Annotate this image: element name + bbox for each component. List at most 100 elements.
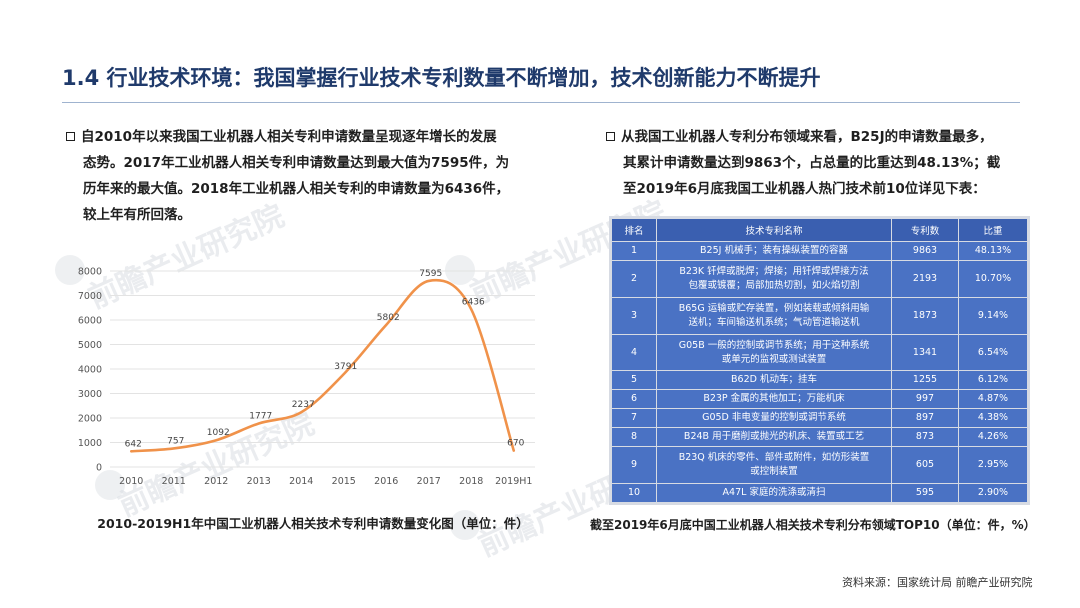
x-tick-label: 2014 xyxy=(289,476,313,487)
cell-share: 6.12% xyxy=(959,371,1027,390)
right-line-1: 从我国工业机器人专利分布领域来看，B25J的申请数量最多， xyxy=(621,129,993,145)
page-title: 1.4 行业技术环境：我国掌握行业技术专利数量不断增加，技术创新能力不断提升 xyxy=(62,66,821,90)
data-label: 7595 xyxy=(419,269,442,279)
table-row: 1 B25J 机械手；装有操纵装置的容器 9863 48.13% xyxy=(612,242,1027,260)
x-tick-label: 2015 xyxy=(332,476,356,487)
cell-rank: 10 xyxy=(612,483,656,502)
table-row: 7 G05D 非电变量的控制或调节系统 897 4.38% xyxy=(612,409,1027,428)
data-label: 1092 xyxy=(207,428,230,438)
data-label: 642 xyxy=(125,439,142,449)
cell-name: B23Q 机床的零件、部件或附件，如仿形装置 或控制装置 xyxy=(657,447,891,483)
cell-rank: 1 xyxy=(612,242,656,260)
cell-count: 605 xyxy=(892,447,958,483)
x-tick-label: 2019H1 xyxy=(495,476,532,487)
table-row: 2 B23K 钎焊或脱焊；焊接；用钎焊或焊接方法 包覆或镀覆；局部加热切割，如火焰… xyxy=(612,260,1027,297)
y-tick-label: 1000 xyxy=(78,438,102,449)
data-label: 757 xyxy=(167,436,184,446)
table-row: 9 B23Q 机床的零件、部件或附件，如仿形装置 或控制装置 605 2.95% xyxy=(612,447,1027,483)
cell-rank: 8 xyxy=(612,428,656,447)
cell-share: 4.38% xyxy=(959,409,1027,428)
cell-name: B65G 运输或贮存装置，例如装载或倾斜用输 送机；车间输送机系统；气动管道输送机 xyxy=(657,297,891,334)
header-name: 技术专利名称 xyxy=(657,219,891,241)
data-label: 6436 xyxy=(462,297,485,307)
y-tick-label: 4000 xyxy=(78,365,102,376)
chart-caption: 2010-2019H1年中国工业机器人相关技术专利申请数量变化图（单位：件） xyxy=(97,516,529,531)
cell-share: 9.14% xyxy=(959,297,1027,334)
cell-name: B62D 机动车；挂车 xyxy=(657,371,891,390)
right-line-2: 其累计申请数量达到9863个，占总量的比重达到48.13%；截 xyxy=(623,155,1001,171)
data-label: 3791 xyxy=(334,362,357,372)
y-tick-label: 0 xyxy=(96,463,102,474)
header-count: 专利数 xyxy=(892,219,958,241)
cell-share: 10.70% xyxy=(959,260,1027,297)
y-tick-label: 7000 xyxy=(78,291,102,302)
cell-rank: 3 xyxy=(612,297,656,334)
cell-rank: 4 xyxy=(612,334,656,371)
x-tick-label: 2013 xyxy=(247,476,271,487)
right-line-3: 至2019年6月底我国工业机器人热门技术前10位详见下表： xyxy=(623,181,986,197)
x-tick-label: 2017 xyxy=(417,476,441,487)
source-note: 资料来源：国家统计局 前瞻产业研究院 xyxy=(842,576,1033,589)
data-label: 670 xyxy=(507,439,524,449)
checkbox-bullet-icon xyxy=(606,132,615,141)
cell-rank: 5 xyxy=(612,371,656,390)
left-line-1: 自2010年以来我国工业机器人相关专利申请数量呈现逐年增长的发展 xyxy=(81,129,497,145)
x-tick-label: 2018 xyxy=(459,476,483,487)
x-tick-label: 2012 xyxy=(204,476,228,487)
cell-count: 1341 xyxy=(892,334,958,371)
y-tick-label: 6000 xyxy=(78,316,102,327)
y-tick-label: 8000 xyxy=(78,267,102,278)
cell-rank: 7 xyxy=(612,409,656,428)
table-caption: 截至2019年6月底中国工业机器人相关技术专利分布领域TOP10（单位：件，%） xyxy=(590,518,1036,532)
table-row: 8 B24B 用于磨削或抛光的机床、装置或工艺 873 4.26% xyxy=(612,428,1027,447)
cell-share: 48.13% xyxy=(959,242,1027,260)
title-divider xyxy=(62,102,1020,103)
cell-count: 1255 xyxy=(892,371,958,390)
patent-table-container: 排名 技术专利名称 专利数 比重 1 B25J 机械手；装有操纵装置的容器 98… xyxy=(609,216,1030,505)
cell-rank: 2 xyxy=(612,260,656,297)
right-paragraph: 从我国工业机器人专利分布领域来看，B25J的申请数量最多， 其累计申请数量达到9… xyxy=(606,124,1026,202)
cell-rank: 6 xyxy=(612,390,656,409)
cell-rank: 9 xyxy=(612,447,656,483)
table-row: 4 G05B 一般的控制或调节系统；用于这种系统 或单元的监视或测试装置 1341… xyxy=(612,334,1027,371)
cell-count: 595 xyxy=(892,483,958,502)
y-tick-label: 5000 xyxy=(78,340,102,351)
cell-share: 2.90% xyxy=(959,483,1027,502)
cell-share: 2.95% xyxy=(959,447,1027,483)
y-tick-label: 3000 xyxy=(78,389,102,400)
left-paragraph: 自2010年以来我国工业机器人相关专利申请数量呈现逐年增长的发展 态势。2017… xyxy=(66,124,536,228)
cell-count: 1873 xyxy=(892,297,958,334)
cell-share: 6.54% xyxy=(959,334,1027,371)
x-tick-label: 2016 xyxy=(374,476,398,487)
left-line-2: 态势。2017年工业机器人相关专利申请数量达到最大值为7595件，为 xyxy=(83,155,510,171)
cell-count: 997 xyxy=(892,390,958,409)
cell-count: 897 xyxy=(892,409,958,428)
x-tick-label: 2010 xyxy=(119,476,143,487)
cell-name: G05D 非电变量的控制或调节系统 xyxy=(657,409,891,428)
data-label: 1777 xyxy=(249,411,272,421)
cell-name: A47L 家庭的洗涤或清扫 xyxy=(657,483,891,502)
cell-name: B24B 用于磨削或抛光的机床、装置或工艺 xyxy=(657,428,891,447)
left-line-4: 较上年有所回落。 xyxy=(83,207,191,223)
patent-line-chart: 0 1000 2000 3000 4000 5000 6000 7000 8000 2010 201… xyxy=(78,267,535,487)
cell-name: B25J 机械手；装有操纵装置的容器 xyxy=(657,242,891,260)
table-row: 5 B62D 机动车；挂车 1255 6.12% xyxy=(612,371,1027,390)
header-rank: 排名 xyxy=(612,219,656,241)
cell-name: G05B 一般的控制或调节系统；用于这种系统 或单元的监视或测试装置 xyxy=(657,334,891,371)
x-tick-label: 2011 xyxy=(162,476,186,487)
cell-count: 873 xyxy=(892,428,958,447)
data-label: 2237 xyxy=(292,400,315,410)
cell-name: B23K 钎焊或脱焊；焊接；用钎焊或焊接方法 包覆或镀覆；局部加热切割，如火焰切割 xyxy=(657,260,891,297)
cell-name: B23P 金属的其他加工；万能机床 xyxy=(657,390,891,409)
checkbox-bullet-icon xyxy=(66,132,75,141)
header-share: 比重 xyxy=(959,219,1027,241)
y-tick-label: 2000 xyxy=(78,414,102,425)
cell-share: 4.26% xyxy=(959,428,1027,447)
series-line xyxy=(129,278,516,453)
left-line-3: 历年来的最大值。2018年工业机器人相关专利的申请数量为6436件， xyxy=(83,181,510,197)
table-row: 3 B65G 运输或贮存装置，例如装载或倾斜用输 送机；车间输送机系统；气动管道输… xyxy=(612,297,1027,334)
patent-table: 排名 技术专利名称 专利数 比重 1 B25J 机械手；装有操纵装置的容器 98… xyxy=(611,218,1028,503)
table-row: 6 B23P 金属的其他加工；万能机床 997 4.87% xyxy=(612,390,1027,409)
table-header-row: 排名 技术专利名称 专利数 比重 xyxy=(612,219,1027,241)
cell-share: 4.87% xyxy=(959,390,1027,409)
